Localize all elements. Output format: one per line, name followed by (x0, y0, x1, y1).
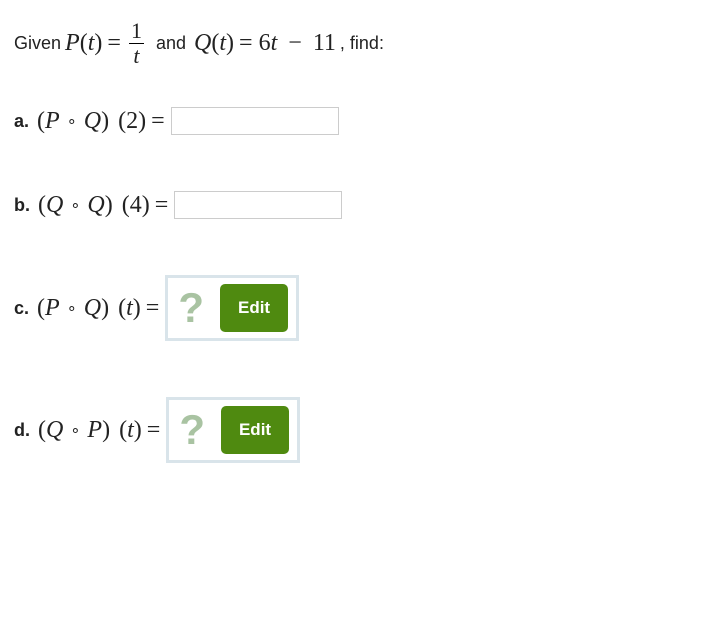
problem-statement: Given P(t) = 1 t and Q(t) = 6t − 11 , fi… (14, 20, 706, 67)
question-mark-icon: ? (178, 287, 204, 329)
part-a-row: a. (P ∘ Q) (2) = (14, 107, 706, 135)
part-b-label: b. (14, 195, 30, 216)
part-c-edit-button[interactable]: Edit (220, 284, 288, 332)
part-c-expression: (P ∘ Q) (t) = (37, 295, 159, 322)
q-of-t: Q(t) = 6t − 11 (194, 30, 336, 57)
part-a-input[interactable] (171, 107, 339, 135)
part-b-row: b. (Q ∘ Q) (4) = (14, 191, 706, 219)
part-c-answer-box: ? Edit (165, 275, 299, 341)
find-word: , find: (340, 33, 384, 54)
part-a-expression: (P ∘ Q) (2) = (37, 108, 165, 135)
part-a-label: a. (14, 111, 29, 132)
part-c-label: c. (14, 298, 29, 319)
p-of-t: P(t) = (65, 30, 121, 57)
part-d-row: d. (Q ∘ P) (t) = ? Edit (14, 397, 706, 463)
part-b-input[interactable] (174, 191, 342, 219)
question-mark-icon: ? (179, 409, 205, 451)
part-d-label: d. (14, 420, 30, 441)
and-word: and (156, 33, 186, 54)
part-b-expression: (Q ∘ Q) (4) = (38, 192, 168, 219)
part-d-expression: (Q ∘ P) (t) = (38, 417, 160, 444)
part-d-answer-box: ? Edit (166, 397, 300, 463)
part-c-row: c. (P ∘ Q) (t) = ? Edit (14, 275, 706, 341)
given-word: Given (14, 33, 61, 54)
fraction-1-over-t: 1 t (129, 20, 144, 67)
part-d-edit-button[interactable]: Edit (221, 406, 289, 454)
